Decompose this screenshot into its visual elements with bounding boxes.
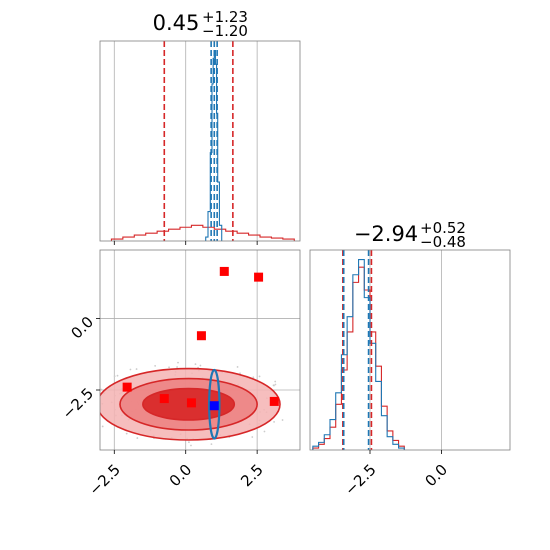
x-tick-label: 2.5 — [237, 461, 267, 491]
blue-square-marker — [209, 401, 219, 411]
red-histogram-series — [110, 224, 295, 241]
right-title-sub: −0.48 — [420, 233, 466, 251]
sample-dot — [252, 376, 255, 379]
top-left-ticks — [113, 241, 258, 245]
y-tick-label: 0.0 — [67, 313, 97, 343]
sample-dot — [101, 425, 104, 428]
red-square-marker — [186, 398, 196, 408]
top-left-histogram-panel — [99, 40, 301, 245]
red-histogram-series — [312, 266, 405, 450]
sample-dot — [100, 388, 103, 391]
sample-dot — [199, 364, 202, 367]
sample-dot — [210, 443, 213, 446]
top-panel-title: 0.45 +1.23 −1.20 — [153, 8, 248, 40]
sample-dot — [190, 444, 192, 447]
blue-contour-level — [208, 368, 221, 440]
y-tick-label: −2.5 — [59, 384, 97, 422]
bottom-left-contour-panel: −2.5 0.0 2.5 0.0 −2.5 — [59, 249, 301, 499]
sample-dot — [89, 415, 91, 417]
bottom-right-ticks: −2.5 0.0 — [341, 450, 451, 499]
red-square-marker — [219, 266, 229, 276]
sample-dot — [273, 421, 275, 423]
sample-dot — [154, 365, 157, 367]
top-title-sup: +1.23 — [202, 8, 248, 26]
sample-dot — [274, 383, 277, 386]
red-square-marker — [159, 394, 169, 404]
top-left-content — [110, 41, 295, 241]
sample-dot — [188, 441, 190, 444]
sample-dot — [125, 432, 128, 435]
blue-histogram-series — [312, 258, 405, 450]
sample-dot — [273, 384, 275, 387]
sample-dot — [177, 361, 179, 364]
sample-dot — [113, 375, 116, 378]
right-title-sup: +0.52 — [420, 219, 466, 237]
bottom-right-histogram-panel: −2.5 0.0 — [309, 249, 511, 499]
red-square-marker — [122, 382, 132, 392]
bottom-right-frame — [309, 249, 511, 451]
red-square-marker — [269, 396, 279, 406]
bottom-right-content — [312, 250, 405, 450]
top-title-main: 0.45 — [153, 11, 200, 35]
sample-dot — [194, 363, 197, 365]
sample-dot — [281, 419, 284, 421]
bottom-right-grid — [369, 250, 442, 450]
sample-dot — [129, 368, 132, 371]
sample-dot — [116, 374, 119, 377]
sample-dot — [96, 412, 98, 414]
bottom-left-content — [89, 266, 284, 447]
x-tick-label: −2.5 — [341, 461, 379, 499]
sample-dot — [236, 366, 239, 368]
sample-dot — [258, 375, 261, 378]
red-square-marker — [196, 331, 206, 341]
bottom-left-frame — [99, 249, 301, 451]
sample-dot — [274, 380, 277, 383]
right-title-main: −2.94 — [354, 222, 418, 246]
red-square-marker — [254, 272, 264, 282]
right-panel-title: −2.94 +0.52 −0.48 — [354, 219, 466, 251]
sample-dot — [136, 437, 139, 439]
top-title-sub: −1.20 — [202, 22, 248, 40]
sample-dot — [263, 430, 266, 433]
top-left-frame — [99, 40, 301, 242]
x-tick-label: 0.0 — [166, 461, 196, 491]
sample-dot — [97, 391, 99, 393]
sample-dot — [93, 414, 95, 416]
top-left-grid — [113, 41, 258, 241]
sample-dot — [135, 368, 138, 370]
sample-dot — [168, 366, 170, 369]
x-tick-label: −2.5 — [85, 461, 123, 499]
sample-dot — [251, 436, 254, 438]
x-tick-label: 0.0 — [421, 461, 451, 491]
sample-dot — [176, 366, 178, 368]
sample-dot — [95, 393, 97, 395]
